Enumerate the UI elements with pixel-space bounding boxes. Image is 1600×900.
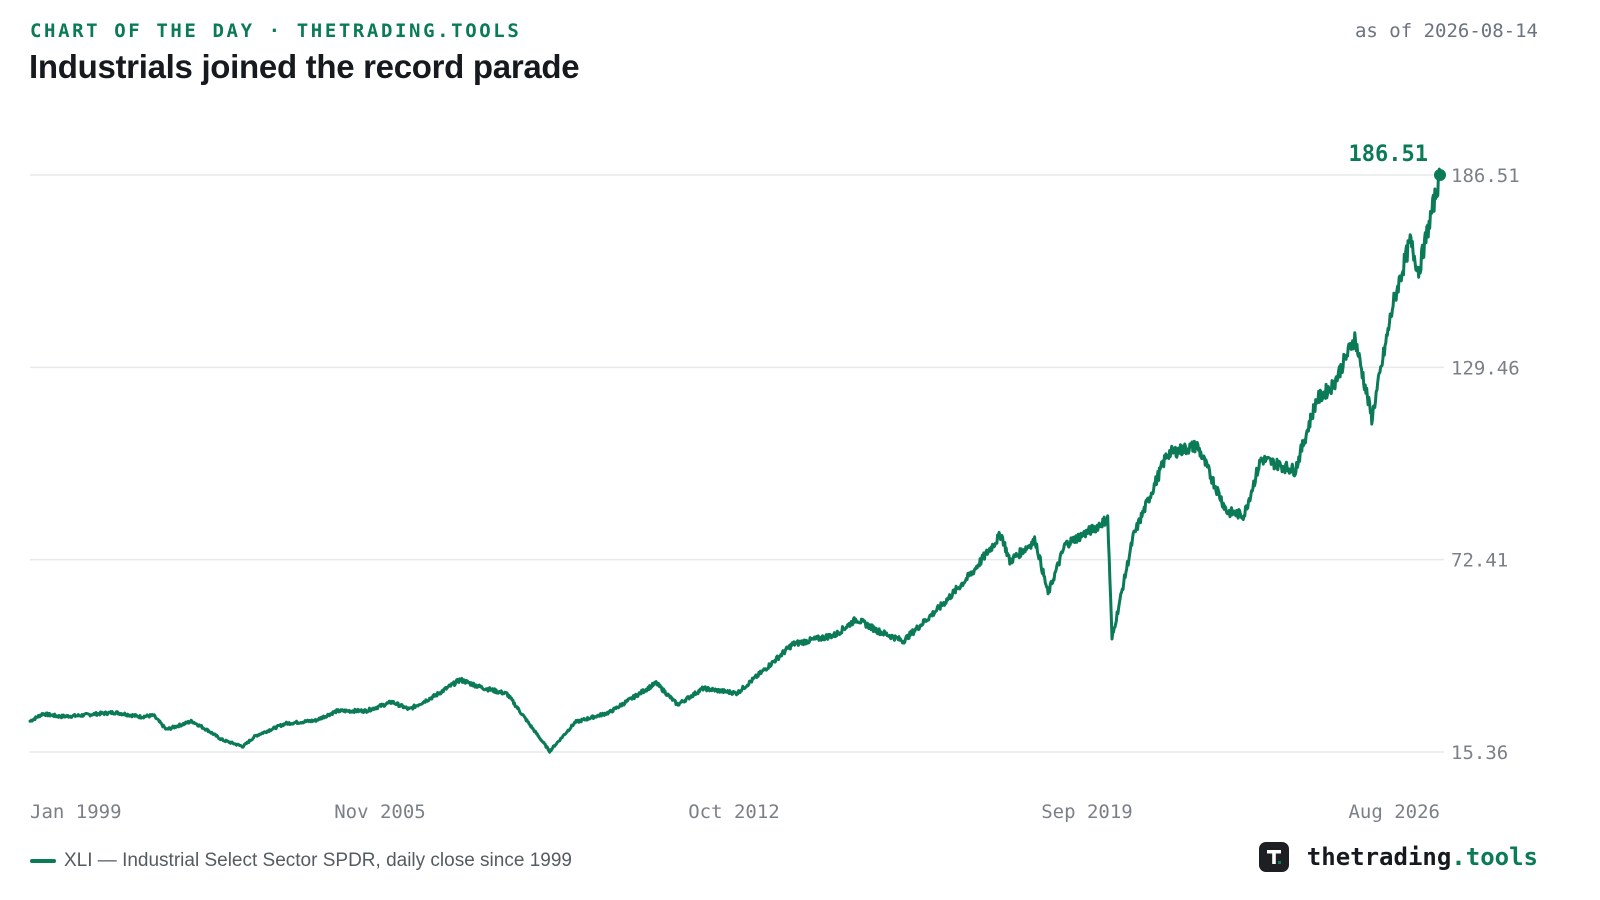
xli-series-line [28, 167, 1442, 754]
y-tick-label: 15.36 [1451, 742, 1508, 764]
x-tick-label: Sep 2019 [1041, 801, 1133, 823]
legend-label: XLI — Industrial Select Sector SPDR, dai… [64, 850, 572, 871]
last-value-point [1434, 169, 1446, 181]
x-tick-label: Oct 2012 [688, 801, 780, 823]
legend-swatch [30, 859, 56, 863]
brand-t-icon [1258, 842, 1289, 872]
brand-name-main: thetrading [1306, 843, 1452, 871]
y-tick-label: 186.51 [1451, 165, 1520, 187]
brand-name-accent: .tools [1451, 843, 1538, 871]
x-tick-label: Nov 2005 [334, 801, 426, 823]
brand-name: thetrading.tools [1307, 843, 1538, 871]
last-value-label: 186.51 [1349, 142, 1428, 167]
chart-kicker: CHART OF THE DAY · THETRADING.TOOLS [30, 20, 522, 42]
as-of-date: as of 2026-08-14 [1354, 20, 1538, 42]
x-tick-label: Aug 2026 [1348, 801, 1440, 823]
brand-logo: thetrading.tools [1258, 842, 1538, 872]
chart-title: Industrials joined the record parade [29, 48, 580, 85]
legend: XLI — Industrial Select Sector SPDR, dai… [30, 850, 572, 872]
y-tick-label: 72.41 [1451, 550, 1508, 572]
x-tick-label: Jan 1999 [30, 801, 122, 823]
y-tick-label: 129.46 [1451, 357, 1520, 379]
line-chart: 15.36 72.41 129.46 186.51 Jan 1999 Nov 2005 Oc… [28, 142, 1520, 823]
